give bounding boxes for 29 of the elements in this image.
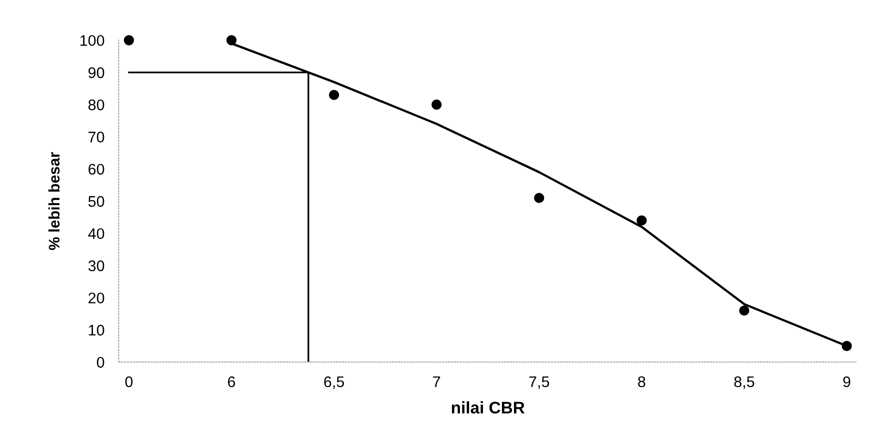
y-tick-label: 60 xyxy=(88,164,104,175)
point xyxy=(842,340,852,352)
y-tick-label: 100 xyxy=(80,35,104,46)
point xyxy=(431,100,442,110)
y-tick-label: 40 xyxy=(88,228,104,240)
x-tick-label: 6 xyxy=(228,376,236,388)
point xyxy=(124,35,134,46)
x-tick-label: 8,5 xyxy=(734,376,754,389)
x-tick-label: 7,5 xyxy=(529,376,550,389)
point xyxy=(534,192,544,204)
y-tick-label: 70 xyxy=(88,132,104,142)
x-tick-label: 6,5 xyxy=(324,376,344,389)
x-axis-title: nilai CBR xyxy=(452,401,525,414)
x-tick-label: 8 xyxy=(638,376,646,388)
point xyxy=(328,90,340,100)
y-tick-label: 0 xyxy=(96,356,104,368)
y-tick-label: 20 xyxy=(88,292,104,304)
y-tick-label: 90 xyxy=(88,67,104,78)
y-tick-label: 10 xyxy=(88,324,104,336)
x-tick-label: 9 xyxy=(843,376,850,388)
y-axis-title: % lebih besar xyxy=(48,152,60,250)
y-tick-label: 80 xyxy=(88,99,104,110)
point xyxy=(739,305,750,316)
x-tick-label: 7 xyxy=(433,376,440,388)
y-tick-label: 50 xyxy=(88,196,104,207)
x-tick-label: 0 xyxy=(125,376,133,388)
point xyxy=(636,215,647,226)
point xyxy=(226,35,237,46)
y-tick-label: 30 xyxy=(88,260,104,272)
